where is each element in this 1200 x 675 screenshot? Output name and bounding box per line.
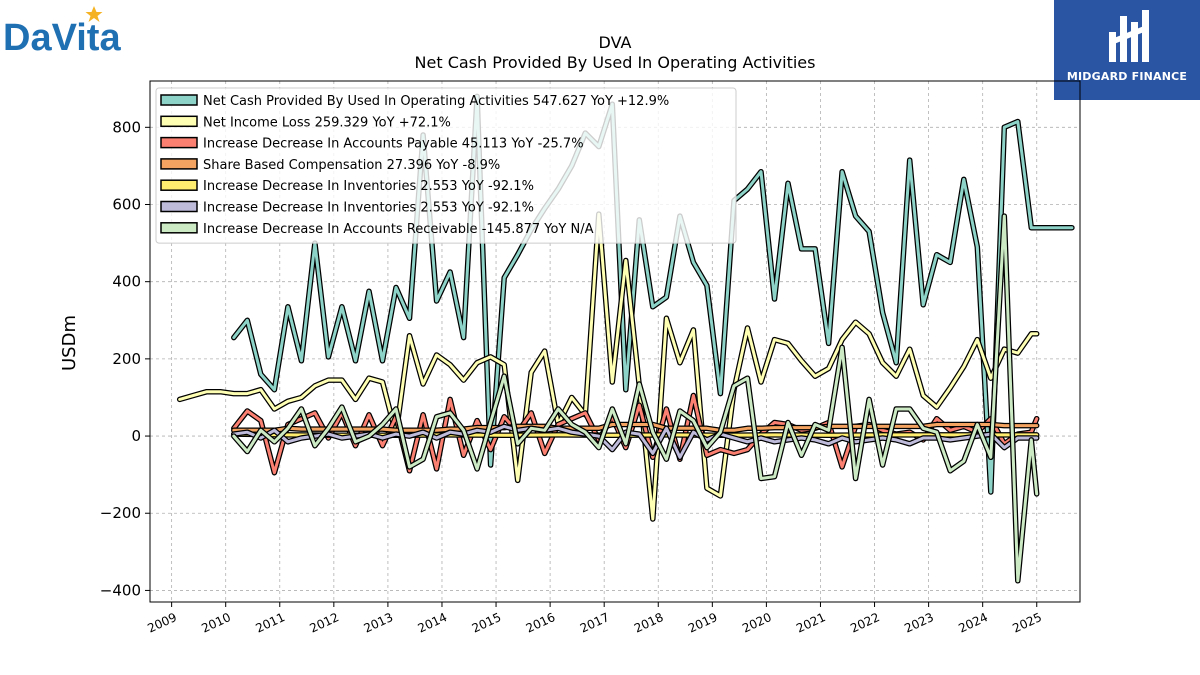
series-line	[232, 214, 1039, 583]
x-tick-label: 2012	[308, 610, 342, 636]
legend-entry: Increase Decrease In Accounts Payable 45…	[160, 136, 584, 152]
davita-wordmark: DaVita	[3, 17, 121, 59]
legend-swatch	[160, 115, 198, 128]
y-axis-label: USDm	[59, 315, 80, 371]
series-0	[231, 93, 1075, 495]
y-tick-label: 800	[112, 118, 141, 136]
x-tick-label: 2022	[848, 610, 882, 636]
series-6	[231, 213, 1040, 584]
y-tick-label: 200	[112, 350, 141, 368]
legend-label: Net Cash Provided By Used In Operating A…	[203, 94, 669, 109]
star-icon	[85, 6, 103, 22]
series-line	[178, 212, 1039, 521]
x-tick-label: 2009	[145, 610, 179, 636]
y-tick-label: 0	[131, 427, 141, 445]
x-tick-label: 2021	[794, 610, 828, 636]
y-axis: −400 −200 0 200 400 600 800	[100, 118, 150, 599]
chart-subtitle: Net Cash Provided By Used In Operating A…	[415, 53, 816, 72]
legend-swatch	[160, 200, 198, 213]
x-tick-label: 2017	[578, 610, 612, 636]
davita-logo-graphic: DaVita	[3, 6, 121, 59]
legend-entry: Share Based Compensation 27.396 YoY -8.9…	[160, 158, 500, 173]
x-tick-label: 2018	[632, 610, 666, 636]
y-tick-label: 600	[112, 195, 141, 213]
legend: Net Cash Provided By Used In Operating A…	[155, 87, 737, 244]
legend-swatch	[160, 94, 198, 106]
legend-entry: Increase Decrease In Inventories 2.553 Y…	[160, 200, 534, 216]
x-tick-label: 2016	[524, 610, 558, 636]
legend-swatch	[160, 179, 198, 191]
y-tick-label: 400	[112, 273, 141, 291]
y-tick-label: −400	[100, 581, 141, 599]
legend-label: Increase Decrease In Accounts Receivable…	[203, 222, 594, 237]
y-tick-label: −200	[100, 504, 141, 522]
legend-label: Increase Decrease In Inventories 2.553 Y…	[203, 179, 534, 194]
legend-entry: Increase Decrease In Accounts Receivable…	[160, 222, 594, 237]
x-tick-label: 2020	[740, 610, 774, 636]
midgard-finance-logo: MIDGARD FINANCE	[1054, 0, 1200, 100]
legend-box	[155, 87, 737, 244]
plot-frame	[149, 80, 1081, 603]
legend-label: Increase Decrease In Inventories 2.553 Y…	[203, 201, 534, 216]
legend-swatch	[160, 136, 198, 149]
midgard-finance-label: MIDGARD FINANCE	[1066, 70, 1188, 83]
series-1	[176, 211, 1040, 522]
legend-swatch	[160, 222, 198, 234]
legend-label: Increase Decrease In Accounts Payable 45…	[203, 137, 584, 152]
x-tick-label: 2015	[470, 610, 504, 636]
series-line	[232, 423, 1039, 432]
x-tick-label: 2023	[902, 610, 936, 636]
legend-label: Share Based Compensation 27.396 YoY -8.9…	[203, 158, 500, 173]
x-tick-label: 2024	[956, 610, 990, 636]
series-3	[231, 421, 1040, 434]
plot-area-border	[149, 80, 1081, 603]
x-tick-label: 2025	[1010, 610, 1044, 636]
x-tick-label: 2019	[686, 610, 720, 636]
series-layer	[176, 93, 1075, 584]
x-tick-label: 2013	[362, 610, 396, 636]
legend-entry: Net Income Loss 259.329 YoY +72.1%	[160, 115, 451, 130]
davita-logo: DaVita	[0, 0, 145, 60]
x-tick-label: 2010	[199, 610, 233, 636]
x-axis: 2009 2010 2011 2012 2013 2014 2015 2016 2017 2018…	[145, 602, 1044, 636]
series-line-outline	[176, 211, 1040, 522]
x-tick-label: 2014	[416, 610, 450, 636]
chart-title: DVA	[599, 33, 632, 52]
series-line	[232, 94, 1074, 494]
legend-entry: Net Cash Provided By Used In Operating A…	[160, 94, 669, 109]
x-tick-label: 2011	[253, 610, 287, 636]
legend-label: Net Income Loss 259.329 YoY +72.1%	[203, 115, 451, 130]
legend-swatch	[160, 158, 198, 170]
legend-entry: Increase Decrease In Inventories 2.553 Y…	[160, 179, 534, 194]
midgard-emblem-icon	[1109, 10, 1149, 62]
